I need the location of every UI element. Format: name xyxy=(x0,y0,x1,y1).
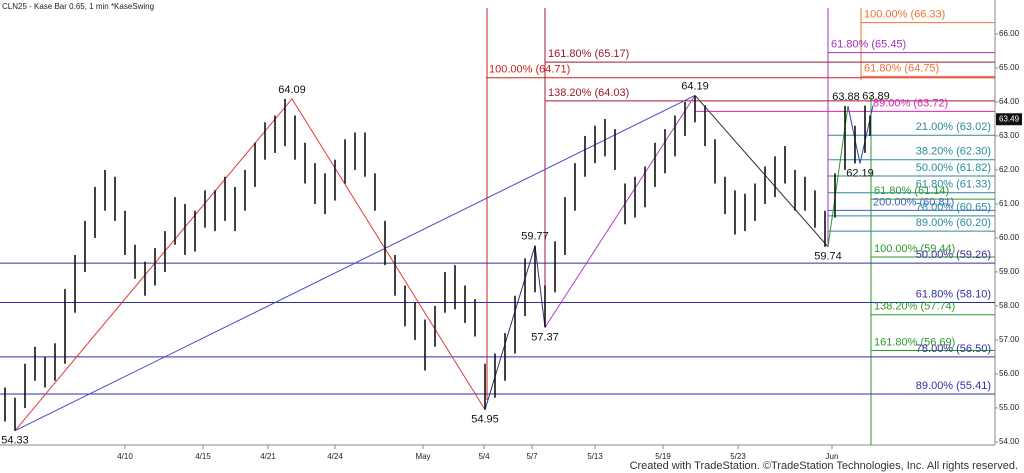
y-tick-label: 64.00 xyxy=(999,97,1020,106)
fib-label: 138.20% (64.03) xyxy=(548,87,629,99)
fib-label: 100.00% (66.33) xyxy=(864,9,945,21)
fib-label: 89.00% (55.41) xyxy=(916,380,991,392)
y-tick-label: 58.00 xyxy=(999,301,1020,310)
fib-label: 100.00% (59.44) xyxy=(874,243,955,255)
fib-label: 50.00% (61.82) xyxy=(916,162,991,174)
x-tick-label: 5/4 xyxy=(478,452,490,461)
x-tick-label: 4/10 xyxy=(117,452,133,461)
swing-label: 59.74 xyxy=(814,251,842,263)
swing-line xyxy=(544,95,696,328)
swing-label: 63.89 xyxy=(862,91,890,103)
swing-line xyxy=(847,105,874,164)
swing-label: 54.33 xyxy=(1,435,29,447)
footer: Created with TradeStation. ©TradeStation… xyxy=(630,460,1018,472)
chart-title: CLN25 - Kase Bar 0.65, 1 min *KaseSwing xyxy=(2,2,154,11)
fib-label: 200.00% (60.81) xyxy=(873,196,954,208)
fib-label: 21.00% (63.02) xyxy=(916,121,991,133)
swing-label: 62.19 xyxy=(846,167,874,179)
swing-label: 54.95 xyxy=(471,414,499,426)
y-tick-label: 59.00 xyxy=(999,267,1020,276)
swing-label: 59.77 xyxy=(521,231,549,243)
y-tick-label: 56.00 xyxy=(999,369,1020,378)
fib-label: 138.20% (57.74) xyxy=(874,301,955,313)
fib-label: 78.00% (60.65) xyxy=(916,202,991,214)
fib-label: 61.80% (61.14) xyxy=(874,185,949,197)
fib-label: 161.80% (65.17) xyxy=(548,48,629,60)
y-tick-label: 57.00 xyxy=(999,335,1020,344)
x-tick-label: 5/19 xyxy=(655,452,671,461)
swing-label: 63.88 xyxy=(832,91,860,103)
y-tick-label: 63.00 xyxy=(999,131,1020,140)
fib-label: 61.80% (64.75) xyxy=(864,62,939,74)
y-tick-label: 65.00 xyxy=(999,63,1020,72)
y-tick-label: 55.00 xyxy=(999,403,1020,412)
fib-label: 50.00% (59.26) xyxy=(916,249,991,261)
last-price-box xyxy=(996,113,1022,126)
x-tick-label: 4/15 xyxy=(195,452,211,461)
x-tick-label: 5/13 xyxy=(587,452,603,461)
swing-label: 64.19 xyxy=(681,80,709,92)
x-tick-label: 4/21 xyxy=(260,452,276,461)
fib-label: 89.00% (63.72) xyxy=(873,97,948,109)
fib-label: 78.00% (56.50) xyxy=(916,343,991,355)
x-tick-label: 5/7 xyxy=(526,452,538,461)
fib-label: 161.80% (56.69) xyxy=(874,336,955,348)
swing-label: 64.09 xyxy=(278,84,306,96)
y-tick-label: 61.00 xyxy=(999,199,1020,208)
x-tick-label: 5/23 xyxy=(730,452,746,461)
swing-line xyxy=(694,95,829,248)
y-tick-label: 60.00 xyxy=(999,233,1020,242)
fib-label: 61.80% (65.45) xyxy=(831,39,906,51)
x-tick-label: May xyxy=(415,452,430,461)
swing-line xyxy=(14,94,696,432)
swing-line xyxy=(14,97,486,432)
y-tick-label: 66.00 xyxy=(999,29,1020,38)
x-tick-label: Jun xyxy=(826,452,839,461)
y-tick-label: 62.00 xyxy=(999,165,1020,174)
fib-label: 89.00% (60.20) xyxy=(916,217,991,229)
fib-label: 61.80% (61.33) xyxy=(916,179,991,191)
fib-label: 61.80% (58.10) xyxy=(916,288,991,300)
y-tick-label: 54.00 xyxy=(999,437,1020,446)
x-tick-label: 4/24 xyxy=(327,452,343,461)
last-price-label: 63.49 xyxy=(999,114,1020,123)
fib-label: 38.20% (62.30) xyxy=(916,146,991,158)
fib-label: 100.00% (64.71) xyxy=(489,64,570,76)
swing-label: 57.37 xyxy=(531,331,559,343)
